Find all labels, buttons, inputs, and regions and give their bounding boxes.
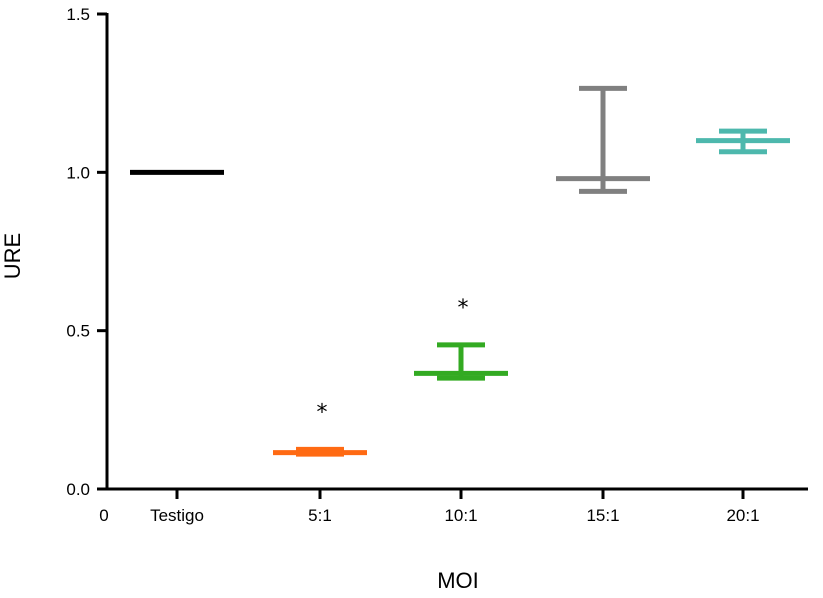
significance-marker: *: [458, 296, 469, 321]
y-ticks: 0.0 0.5 1.0 1.5: [66, 5, 107, 499]
x-tick-label: 10:1: [444, 506, 477, 525]
x-axis-title: MOI: [437, 568, 479, 593]
y-tick-label: 1.0: [66, 163, 90, 182]
series-group: [556, 85, 650, 194]
y-tick-label: 1.5: [66, 5, 90, 24]
axes: [105, 13, 808, 491]
series-group: *: [414, 296, 508, 381]
x-origin-label: 0: [99, 506, 108, 525]
x-tick-label: 20:1: [726, 506, 759, 525]
series-group: *: [273, 400, 367, 457]
x-tick-label: 5:1: [308, 506, 332, 525]
x-tick-label: 15:1: [586, 506, 619, 525]
series-group: [696, 128, 790, 155]
y-tick-label: 0.5: [66, 322, 90, 341]
significance-marker: *: [317, 400, 328, 425]
y-axis-title: URE: [0, 233, 25, 279]
series-marks: **: [130, 85, 790, 457]
x-ticks: Testigo 5:1 10:1 15:1 20:1: [150, 489, 760, 525]
y-tick-label: 0.0: [66, 480, 90, 499]
x-tick-label: Testigo: [150, 506, 204, 525]
